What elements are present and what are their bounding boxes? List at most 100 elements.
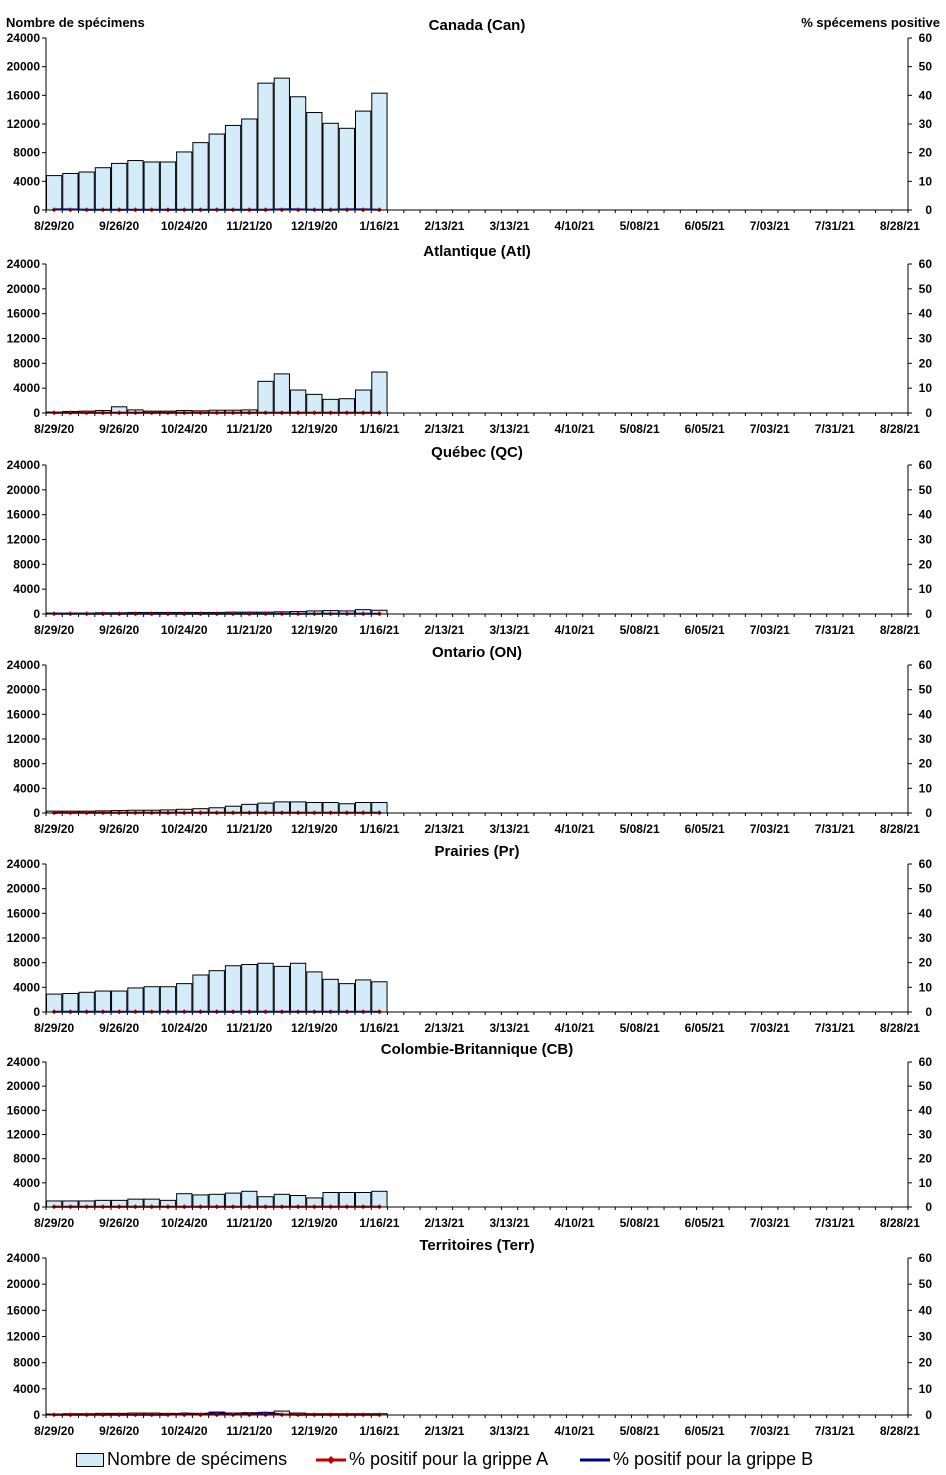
- legend-item-flu-a: % positif pour la grippe A: [316, 1449, 548, 1470]
- tick-label-left: 8000: [13, 356, 40, 370]
- tick-label-left: 12000: [7, 332, 41, 346]
- tick-label-left: 20000: [7, 282, 41, 296]
- tick-label-x: 4/10/21: [555, 623, 595, 637]
- tick-label-right: 0: [925, 406, 932, 420]
- tick-label-right: 20: [919, 356, 933, 370]
- tick-label-x: 1/16/21: [359, 1216, 399, 1230]
- tick-label-x: 8/29/20: [34, 822, 74, 836]
- tick-label-left: 4000: [13, 582, 40, 596]
- tick-label-left: 4000: [13, 174, 40, 188]
- tick-label-x: 11/21/20: [226, 822, 272, 836]
- tick-label-right: 30: [919, 1128, 933, 1142]
- tick-label-left: 12000: [7, 931, 41, 945]
- tick-label-x: 9/26/20: [99, 422, 139, 436]
- tick-label-x: 1/16/21: [359, 1424, 399, 1438]
- tick-label-right: 60: [919, 1055, 933, 1069]
- tick-label-x: 1/16/21: [359, 1021, 399, 1035]
- tick-label-x: 12/19/20: [291, 1216, 338, 1230]
- panel-6: Territoires (Terr)0400080001200016000200…: [7, 1237, 933, 1438]
- tick-label-right: 0: [925, 1200, 932, 1214]
- tick-label-x: 6/05/21: [685, 822, 725, 836]
- tick-label-x: 8/28/21: [880, 623, 920, 637]
- panel-5: Colombie-Britannique (CB) 0 4000 8000 12000 1…: [7, 1041, 933, 1230]
- tick-label-x: 7/31/21: [815, 422, 855, 436]
- tick-label-right: 10: [919, 381, 933, 395]
- bar: [371, 371, 388, 414]
- tick-label-x: 6/05/21: [685, 219, 725, 233]
- tick-label-left: 24000: [7, 1055, 41, 1069]
- tick-label-x: 1/16/21: [359, 219, 399, 233]
- chart-title: Prairies (Pr): [434, 843, 519, 860]
- tick-label-x: 8/29/20: [34, 219, 74, 233]
- tick-label-x: 2/13/21: [424, 1021, 464, 1035]
- tick-label-x: 10/24/20: [161, 822, 208, 836]
- tick-label-x: 4/10/21: [555, 1021, 595, 1035]
- legend-label-flu-a: % positif pour la grippe A: [349, 1449, 549, 1469]
- tick-label-x: 6/05/21: [685, 1424, 725, 1438]
- bar: [192, 974, 209, 1013]
- bar: [306, 112, 323, 211]
- tick-label-x: 6/05/21: [685, 1021, 725, 1035]
- tick-label-x: 8/29/20: [34, 1424, 74, 1438]
- tick-label-x: 10/24/20: [161, 219, 208, 233]
- chart-title: Colombie-Britannique (CB): [381, 1041, 574, 1058]
- tick-label-right: 60: [919, 31, 933, 45]
- tick-label-x: 9/26/20: [99, 623, 139, 637]
- tick-label-left: 24000: [7, 1251, 41, 1265]
- tick-label-x: 2/13/21: [424, 623, 464, 637]
- tick-label-right: 0: [925, 806, 932, 820]
- tick-label-x: 4/10/21: [555, 822, 595, 836]
- tick-label-right: 50: [919, 282, 933, 296]
- tick-label-x: 9/26/20: [99, 822, 139, 836]
- tick-label-right: 20: [919, 1356, 933, 1370]
- tick-label-left: 16000: [7, 1103, 41, 1117]
- tick-label-right: 40: [919, 307, 933, 321]
- tick-label-left: 12000: [7, 732, 41, 746]
- tick-label-x: 7/03/21: [750, 1216, 790, 1230]
- panel-2: Québec (QC) 0 4000 8000 12000 16000 20000 24000…: [7, 444, 933, 637]
- tick-label-left: 24000: [7, 257, 41, 271]
- bar: [111, 990, 128, 1013]
- tick-label-x: 3/13/21: [490, 422, 530, 436]
- bar: [322, 122, 339, 211]
- bar: [62, 172, 79, 211]
- tick-label-right: 50: [919, 1079, 933, 1093]
- tick-label-right: 10: [919, 1382, 933, 1396]
- tick-label-left: 16000: [7, 88, 41, 102]
- tick-label-x: 8/29/20: [34, 1021, 74, 1035]
- panel-1: Atlantique (Atl) 0 4000 8000 12000 16000 20000…: [7, 243, 933, 436]
- tick-label-left: 20000: [7, 683, 41, 697]
- bar: [143, 161, 160, 211]
- tick-label-x: 7/03/21: [750, 1021, 790, 1035]
- tick-label-x: 7/31/21: [815, 1216, 855, 1230]
- bar: [257, 380, 274, 414]
- chart-title: Ontario (ON): [432, 644, 522, 661]
- bar: [338, 127, 356, 211]
- tick-label-right: 50: [919, 683, 933, 697]
- bar: [289, 389, 307, 414]
- tick-label-x: 11/21/20: [226, 219, 272, 233]
- tick-label-left: 16000: [7, 508, 41, 522]
- tick-label-left: 8000: [13, 146, 40, 160]
- tick-label-x: 11/21/20: [226, 1021, 272, 1035]
- tick-label-left: 20000: [7, 483, 41, 497]
- bar: [273, 373, 290, 414]
- tick-label-x: 8/28/21: [880, 822, 920, 836]
- tick-label-left: 8000: [13, 757, 40, 771]
- tick-label-left: 0: [33, 1005, 40, 1019]
- tick-label-right: 60: [919, 857, 933, 871]
- bar: [176, 983, 193, 1013]
- tick-label-right: 20: [919, 757, 933, 771]
- bar: [224, 124, 242, 211]
- tick-label-x: 3/13/21: [490, 1424, 530, 1438]
- tick-label-x: 5/08/21: [620, 1424, 660, 1438]
- tick-label-right: 20: [919, 146, 933, 160]
- tick-label-right: 60: [919, 458, 933, 472]
- tick-label-x: 8/28/21: [880, 422, 920, 436]
- tick-label-x: 7/31/21: [815, 822, 855, 836]
- tick-label-x: 7/03/21: [750, 623, 790, 637]
- tick-label-right: 0: [925, 203, 932, 217]
- tick-label-x: 9/26/20: [99, 1424, 139, 1438]
- tick-label-x: 1/16/21: [359, 623, 399, 637]
- chart-title: Territoires (Terr): [419, 1237, 534, 1254]
